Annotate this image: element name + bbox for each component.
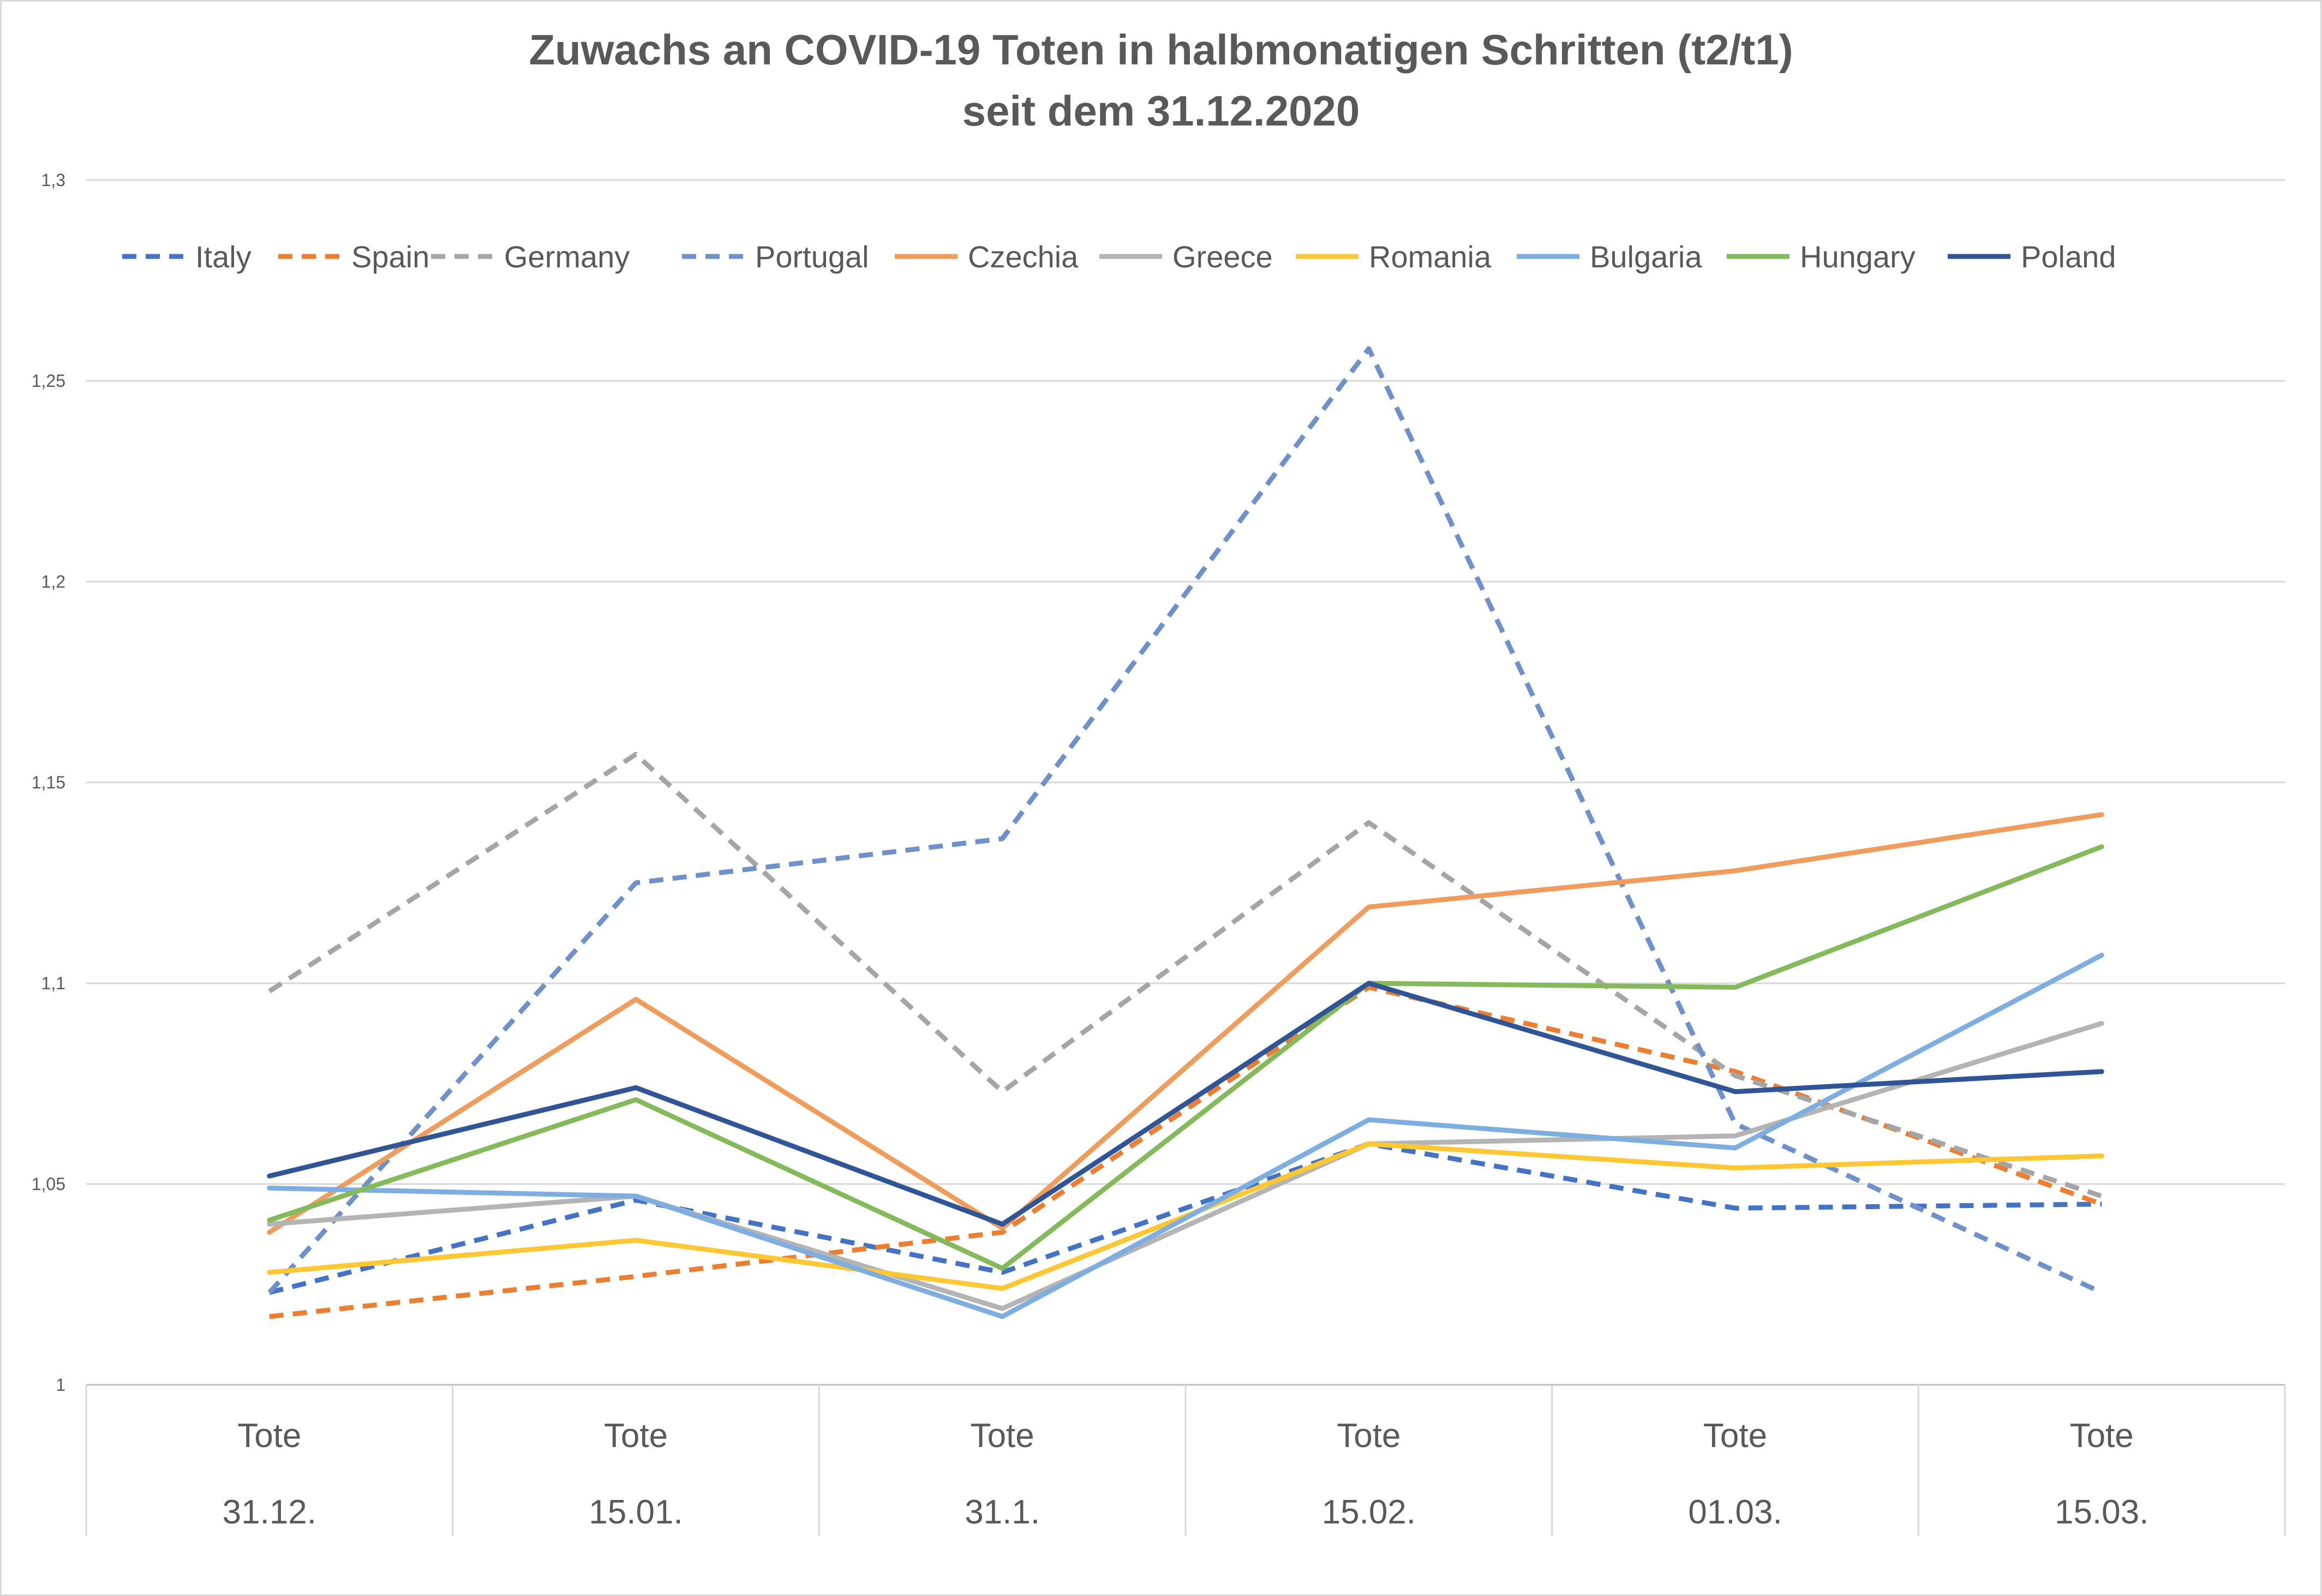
x-category-label-line1: Tote [1703, 1417, 1767, 1455]
series-line-poland [267, 981, 2104, 1227]
y-tick-label: 1,25 [32, 371, 65, 391]
chart-title-line-1: Zuwachs an COVID-19 Toten in halbmonatig… [529, 26, 1793, 74]
x-category-label-line2: 15.02. [1322, 1493, 1416, 1531]
x-category-label-line2: 31.1. [965, 1493, 1040, 1531]
x-category-label-line1: Tote [971, 1417, 1034, 1455]
series-line-czechia [267, 812, 2104, 1235]
chart-title: Zuwachs an COVID-19 Toten in halbmonatig… [529, 26, 1793, 135]
chart-title-line-2: seit dem 31.12.2020 [962, 87, 1360, 135]
y-tick-label: 1,05 [32, 1174, 65, 1194]
x-category-label-line2: 15.03. [2055, 1493, 2149, 1531]
legend-item-germany: Germany [431, 240, 630, 274]
x-category-label-line1: Tote [237, 1417, 301, 1455]
series-line-germany [268, 752, 2103, 1199]
x-category-label-line2: 31.12. [223, 1493, 316, 1531]
x-category-label-line1: Tote [604, 1417, 668, 1455]
legend-item-portugal: Portugal [682, 240, 869, 274]
legend-label: Germany [504, 240, 630, 274]
legend-item-hungary: Hungary [1727, 240, 1916, 274]
legend-item-poland: Poland [1948, 240, 2116, 274]
series-line-spain [269, 984, 2103, 1319]
legend-item-greece: Greece [1099, 240, 1273, 274]
series-line-italy [268, 1141, 2102, 1295]
series-line-bulgaria [267, 953, 2104, 1319]
x-category-label-line2: 15.01. [589, 1493, 683, 1531]
legend-item-bulgaria: Bulgaria [1517, 240, 1702, 274]
legend-item-italy: Italy [122, 240, 252, 274]
legend-label: Greece [1172, 240, 1273, 274]
legend-label: Italy [195, 240, 252, 274]
x-category-label-line2: 01.03. [1688, 1493, 1782, 1531]
y-tick-label: 1,1 [41, 973, 65, 993]
y-tick-label: 1,15 [32, 773, 65, 792]
y-tick-label: 1,2 [41, 572, 65, 591]
y-axis-tick-labels: 1 1,05 1,1 1,15 1,2 1,25 1,3 [32, 170, 65, 1395]
legend-item-czechia: Czechia [895, 240, 1079, 274]
legend-item-romania: Romania [1296, 240, 1492, 274]
legend-label: Spain [351, 240, 429, 274]
x-category-label-line1: Tote [1337, 1417, 1401, 1455]
y-tick-label: 1 [56, 1375, 65, 1395]
legend-label: Bulgaria [1590, 240, 1702, 274]
x-axis: Tote 31.12. Tote 15.01. Tote 31.1. Tote 15.02. T… [85, 1385, 2286, 1536]
series-line-hungary [267, 844, 2104, 1271]
series-lines [267, 346, 2104, 1319]
legend-label: Czechia [968, 240, 1079, 274]
y-tick-label: 1,3 [41, 170, 65, 190]
legend-label: Hungary [1800, 240, 1916, 274]
legend-label: Portugal [755, 240, 869, 274]
legend-item-spain: Spain [278, 240, 429, 274]
legend: Italy Spain Germany Portugal Czechia Greece Ro… [122, 240, 2116, 274]
legend-label: Poland [2021, 240, 2116, 274]
x-category-label-line1: Tote [2070, 1417, 2134, 1455]
legend-label: Romania [1369, 240, 1492, 274]
series-line-portugal [267, 346, 2103, 1295]
